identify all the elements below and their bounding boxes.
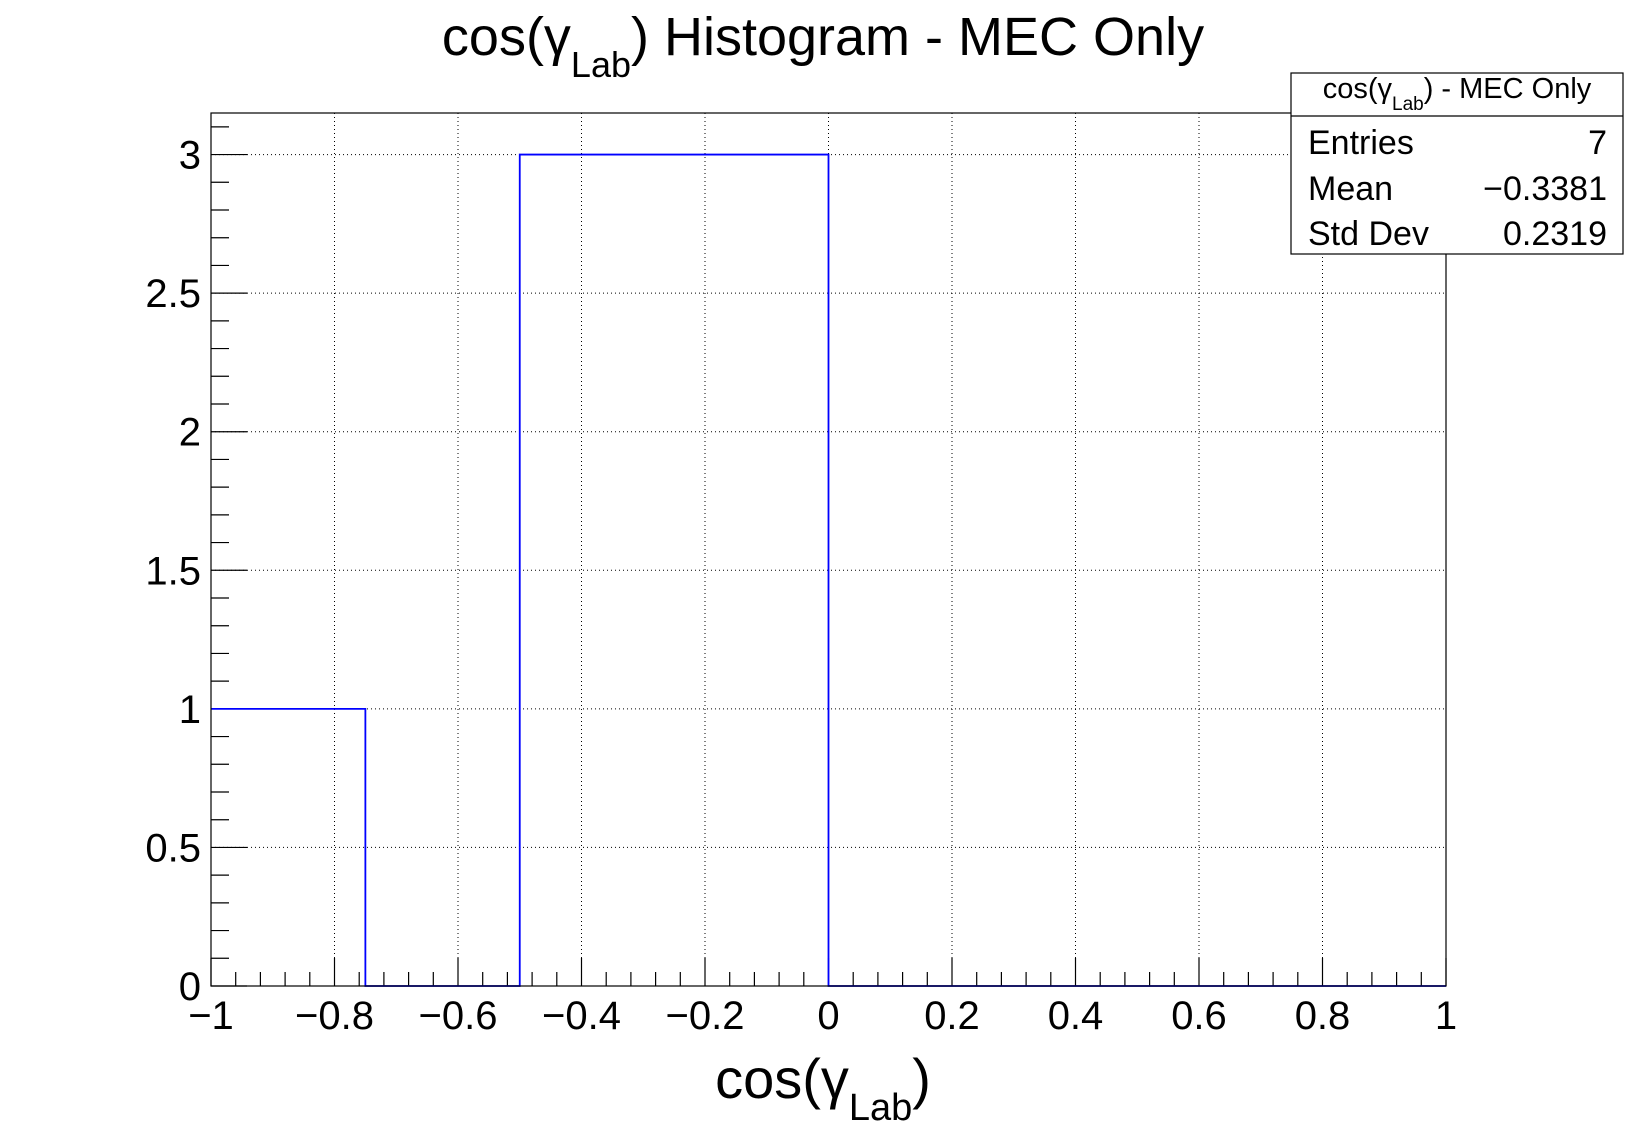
x-tick-label: 0.6 [1171,994,1227,1038]
chart-title: cos(γLab) Histogram - MEC Only [442,7,1204,85]
y-tick-label: 0 [179,965,201,1009]
x-axis-label-prefix: cos(γ [715,1047,849,1110]
x-tick-label: −1 [188,994,234,1038]
x-tick-label: 0.4 [1048,994,1104,1038]
x-tick-label: 0.8 [1295,994,1351,1038]
stats-entries-value: 7 [1588,124,1607,162]
x-axis-label-suffix: ) [912,1047,931,1110]
x-tick-label: 0 [817,994,839,1038]
stats-mean-value: −0.3381 [1483,170,1607,208]
x-tick-label: −0.2 [666,994,745,1038]
x-tick-label: −0.4 [542,994,621,1038]
stats-box-frame [1290,72,1624,255]
stats-stddev-label: Std Dev [1308,215,1429,253]
chart-title-suffix: ) Histogram - MEC Only [631,7,1204,67]
histogram-series [211,153,1446,987]
x-axis-label: cos(γLab) [715,1047,931,1122]
x-tick-labels: −1 −0.8 −0.6 −0.4 −0.2 0 0.2 0.4 0.6 0.8 1 [188,994,1457,1038]
stats-box: cos(γLab) - MEC Only Entries 7 Mean −0.3… [1290,72,1624,255]
stats-box-title-prefix: cos(γ [1323,73,1393,105]
y-tick-label: 2 [179,411,201,455]
histogram-outline [211,153,1446,987]
chart-title-subscript: Lab [571,44,631,85]
x-tick-label: −0.8 [295,994,374,1038]
x-axis-label-subscript: Lab [849,1087,912,1122]
stats-box-title: cos(γLab) - MEC Only [1323,73,1592,115]
chart-title-prefix: cos(γ [442,7,571,67]
y-tick-label: 0.5 [145,826,201,870]
stats-entries-label: Entries [1308,124,1414,162]
x-tick-label: 1 [1435,994,1457,1038]
y-tick-label: 3 [179,134,201,178]
y-tick-labels: 0 0.5 1 1.5 2 2.5 3 [145,134,201,1009]
plot-frame [210,112,1447,987]
stats-stddev-value: 0.2319 [1503,215,1607,253]
histogram-bin [520,155,674,986]
stats-box-title-suffix: ) - MEC Only [1424,73,1592,105]
y-tick-label: 1 [179,688,201,732]
y-tick-label: 2.5 [145,272,201,316]
x-tick-label: 0.2 [924,994,980,1038]
y-tick-label: 1.5 [145,549,201,593]
x-tick-label: −0.6 [419,994,498,1038]
stats-mean-label: Mean [1308,170,1393,208]
stats-box-title-subscript: Lab [1392,94,1424,115]
